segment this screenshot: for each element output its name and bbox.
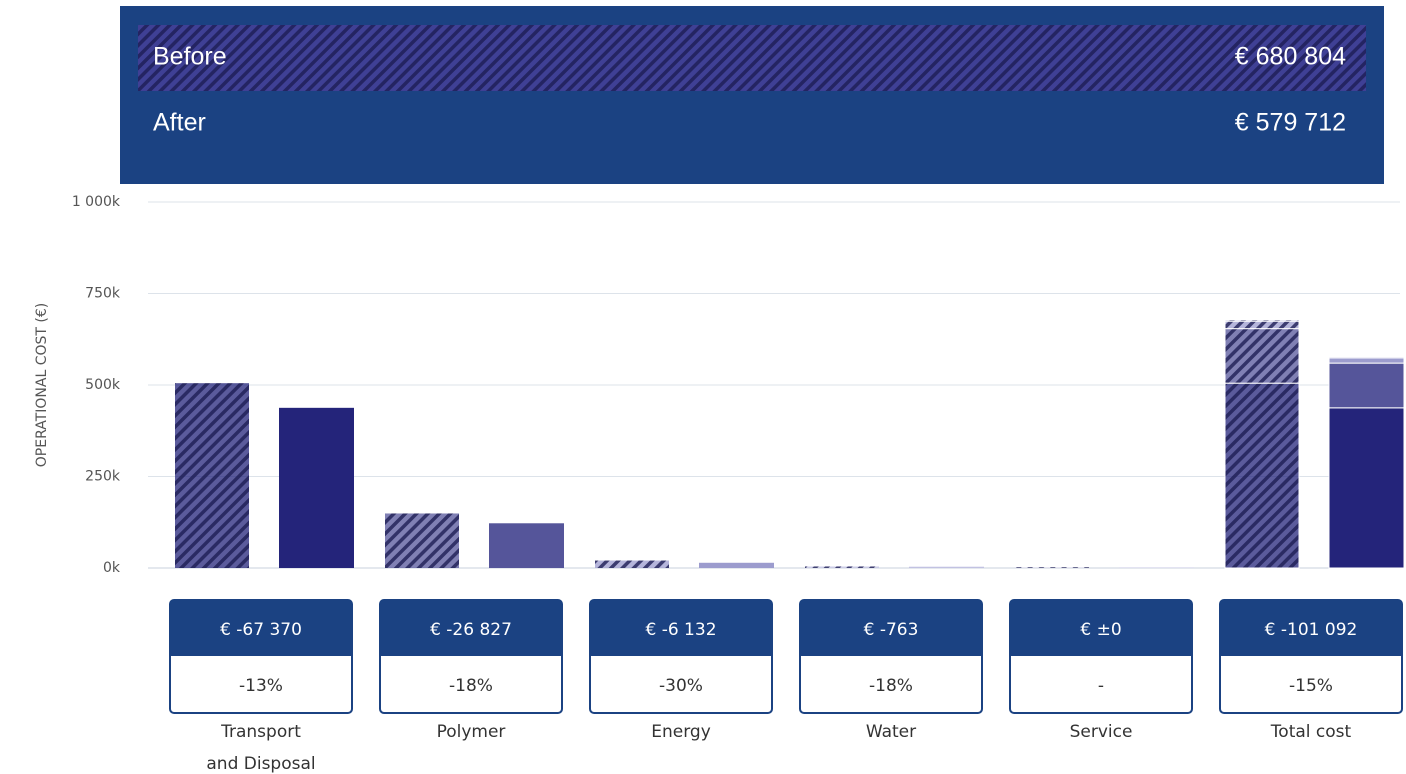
bar <box>909 566 984 568</box>
x-tick-label: Water <box>866 722 916 742</box>
y-tick-label: 500k <box>85 377 121 393</box>
bar <box>1015 567 1089 568</box>
change-box-header <box>380 600 562 656</box>
change-box-header <box>590 600 772 656</box>
change-box-header <box>800 600 982 656</box>
y-tick-label: 0k <box>103 560 121 576</box>
x-tick-label: Service <box>1070 722 1133 742</box>
bar <box>699 562 774 568</box>
change-percent: - <box>1098 676 1104 696</box>
change-value: € ±0 <box>1080 620 1121 640</box>
y-tick-label: 750k <box>85 286 121 302</box>
bar <box>175 383 249 568</box>
change-value: € -6 132 <box>645 620 716 640</box>
y-tick-label: 1 000k <box>72 194 121 210</box>
summary-row <box>138 25 1366 91</box>
y-tick-label: 250k <box>85 469 121 485</box>
change-box-header <box>1010 600 1192 656</box>
change-value: € -101 092 <box>1265 620 1358 640</box>
x-tick-label: Transport and Disposal <box>206 722 315 774</box>
bar <box>595 560 669 568</box>
bar <box>1119 567 1194 568</box>
change-value: € -763 <box>864 620 919 640</box>
x-tick-label: Polymer <box>437 722 506 742</box>
total-segment <box>1328 355 1405 358</box>
x-tick-label: Energy <box>651 722 711 742</box>
x-tick-label: Total cost <box>1270 722 1352 742</box>
change-percent: -30% <box>659 676 703 696</box>
total-segment <box>1224 382 1300 569</box>
y-axis-label: OPERATIONAL COST (€) <box>34 303 50 467</box>
total-segment <box>1328 407 1405 569</box>
change-percent: -18% <box>869 676 913 696</box>
total-segment <box>1224 318 1300 321</box>
summary-value: € 579 712 <box>1235 109 1346 137</box>
change-box-header <box>1220 600 1402 656</box>
summary-label: Before <box>153 43 227 71</box>
summary-value: € 680 804 <box>1235 43 1346 71</box>
change-box-header <box>170 600 352 656</box>
bar <box>385 513 459 568</box>
total-segment <box>1328 362 1405 409</box>
change-value: € -26 827 <box>430 620 512 640</box>
bar <box>805 566 879 568</box>
total-segment <box>1224 320 1300 330</box>
summary-label: After <box>153 109 206 137</box>
change-percent: -15% <box>1289 676 1333 696</box>
change-percent: -18% <box>449 676 493 696</box>
total-segment <box>1224 328 1300 384</box>
change-value: € -67 370 <box>220 620 302 640</box>
change-percent: -13% <box>239 676 283 696</box>
bar <box>489 523 564 568</box>
total-segment <box>1328 357 1405 364</box>
bar <box>279 407 354 568</box>
